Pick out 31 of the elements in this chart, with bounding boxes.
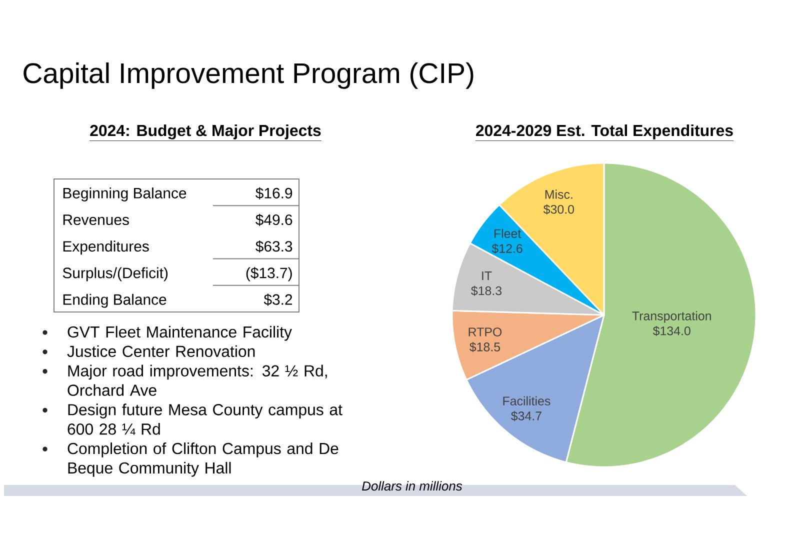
text: GVT Fleet Maintenance Facility: [68, 326, 292, 341]
text: Justice Center Renovation: [67, 345, 255, 358]
text: ($13.7): [246, 267, 292, 282]
text: $49.6: [256, 214, 292, 226]
data-label: $18.5: [470, 342, 500, 352]
category-label: Ending Balance: [63, 294, 166, 308]
text: Major road improvements: 32 ½ Rd, Orchard Ave: [68, 364, 327, 396]
slice-label: Misc.: [545, 190, 572, 199]
data-label: $30.0: [543, 204, 574, 214]
slice-label: Transportation: [632, 311, 711, 323]
slice-label: RTPO: [468, 328, 502, 336]
text: 2024: Budget & Major Projects: [90, 124, 321, 140]
category-label: Revenues: [63, 214, 129, 226]
text: Dollars in millions: [362, 481, 462, 491]
category-label: Beginning Balance: [63, 187, 186, 202]
text: $16.9: [256, 187, 292, 200]
slice-label: Fleet: [494, 228, 522, 238]
data-label: $18.3: [471, 286, 502, 296]
slice-label: Facilities: [503, 396, 550, 406]
text: $3.2: [264, 294, 292, 306]
slice-label: IT: [482, 272, 492, 280]
chart-title: 2024-2029 Est. Total Expenditures: [476, 124, 733, 140]
category-label: Expenditures: [63, 240, 149, 255]
data-label: $34.7: [511, 411, 542, 422]
category-label: Surplus/(Deficit): [62, 267, 168, 282]
text: Completion of Clifton Campus and De Beque Community Hall: [68, 442, 338, 477]
data-label: $134.0: [652, 326, 690, 336]
text: Capital Improvement Program (CIP): [24, 62, 474, 89]
data-label: $12.6: [492, 244, 522, 254]
text: $63.3: [256, 240, 292, 253]
text: Design future Mesa County campus at 600 28 ¼ Rd: [68, 404, 342, 435]
